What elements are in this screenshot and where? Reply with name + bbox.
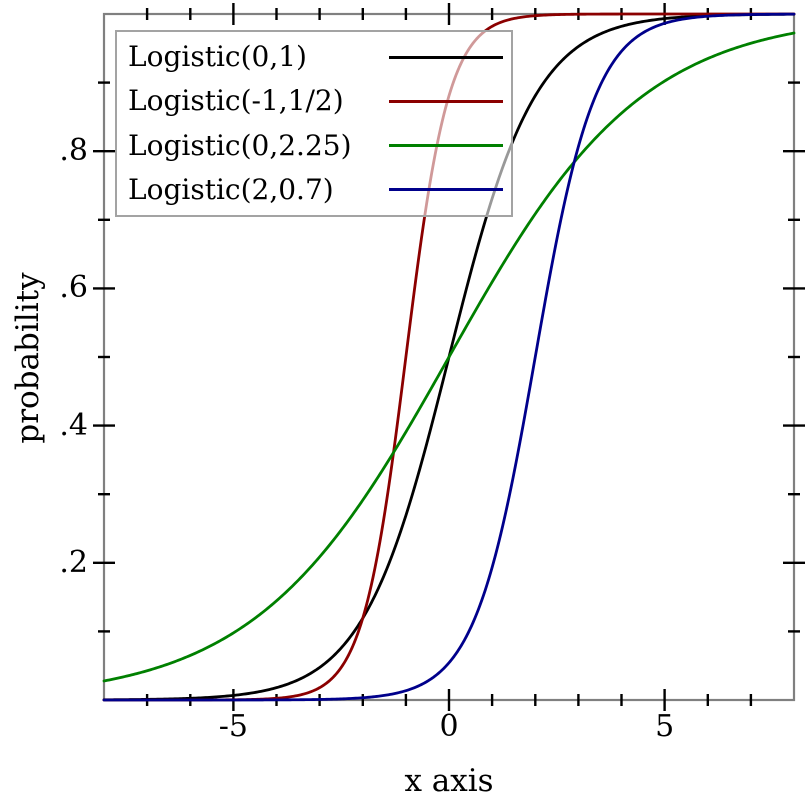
y-tick-label: .6 bbox=[59, 270, 88, 306]
legend-item: Logistic(2,0.7) bbox=[128, 168, 503, 212]
legend-line-sample bbox=[389, 55, 503, 59]
y-tick-label: .4 bbox=[59, 407, 88, 443]
x-axis-title: x axis bbox=[404, 763, 494, 799]
legend-item: Logistic(0,2.25) bbox=[128, 124, 503, 168]
legend-line-sample bbox=[389, 144, 503, 148]
x-tick-label: 0 bbox=[439, 709, 459, 744]
legend-item-label: Logistic(2,0.7) bbox=[128, 172, 334, 206]
x-tick-label: 5 bbox=[655, 709, 675, 744]
legend-item-label: Logistic(0,2.25) bbox=[128, 128, 352, 162]
legend-line-sample bbox=[389, 99, 503, 103]
legend-line-sample bbox=[389, 188, 503, 192]
y-tick-label: .8 bbox=[59, 133, 88, 169]
y-tick-label: .2 bbox=[59, 544, 88, 580]
x-tick-label: -5 bbox=[218, 709, 248, 744]
legend-item-label: Logistic(0,1) bbox=[128, 40, 307, 74]
legend-item: Logistic(-1,1/2) bbox=[128, 79, 503, 123]
legend-item: Logistic(0,1) bbox=[128, 35, 503, 79]
legend: Logistic(0,1) Logistic(-1,1/2) Logistic(… bbox=[115, 30, 513, 217]
y-axis-title: probability bbox=[10, 272, 46, 444]
legend-item-label: Logistic(-1,1/2) bbox=[128, 84, 344, 118]
